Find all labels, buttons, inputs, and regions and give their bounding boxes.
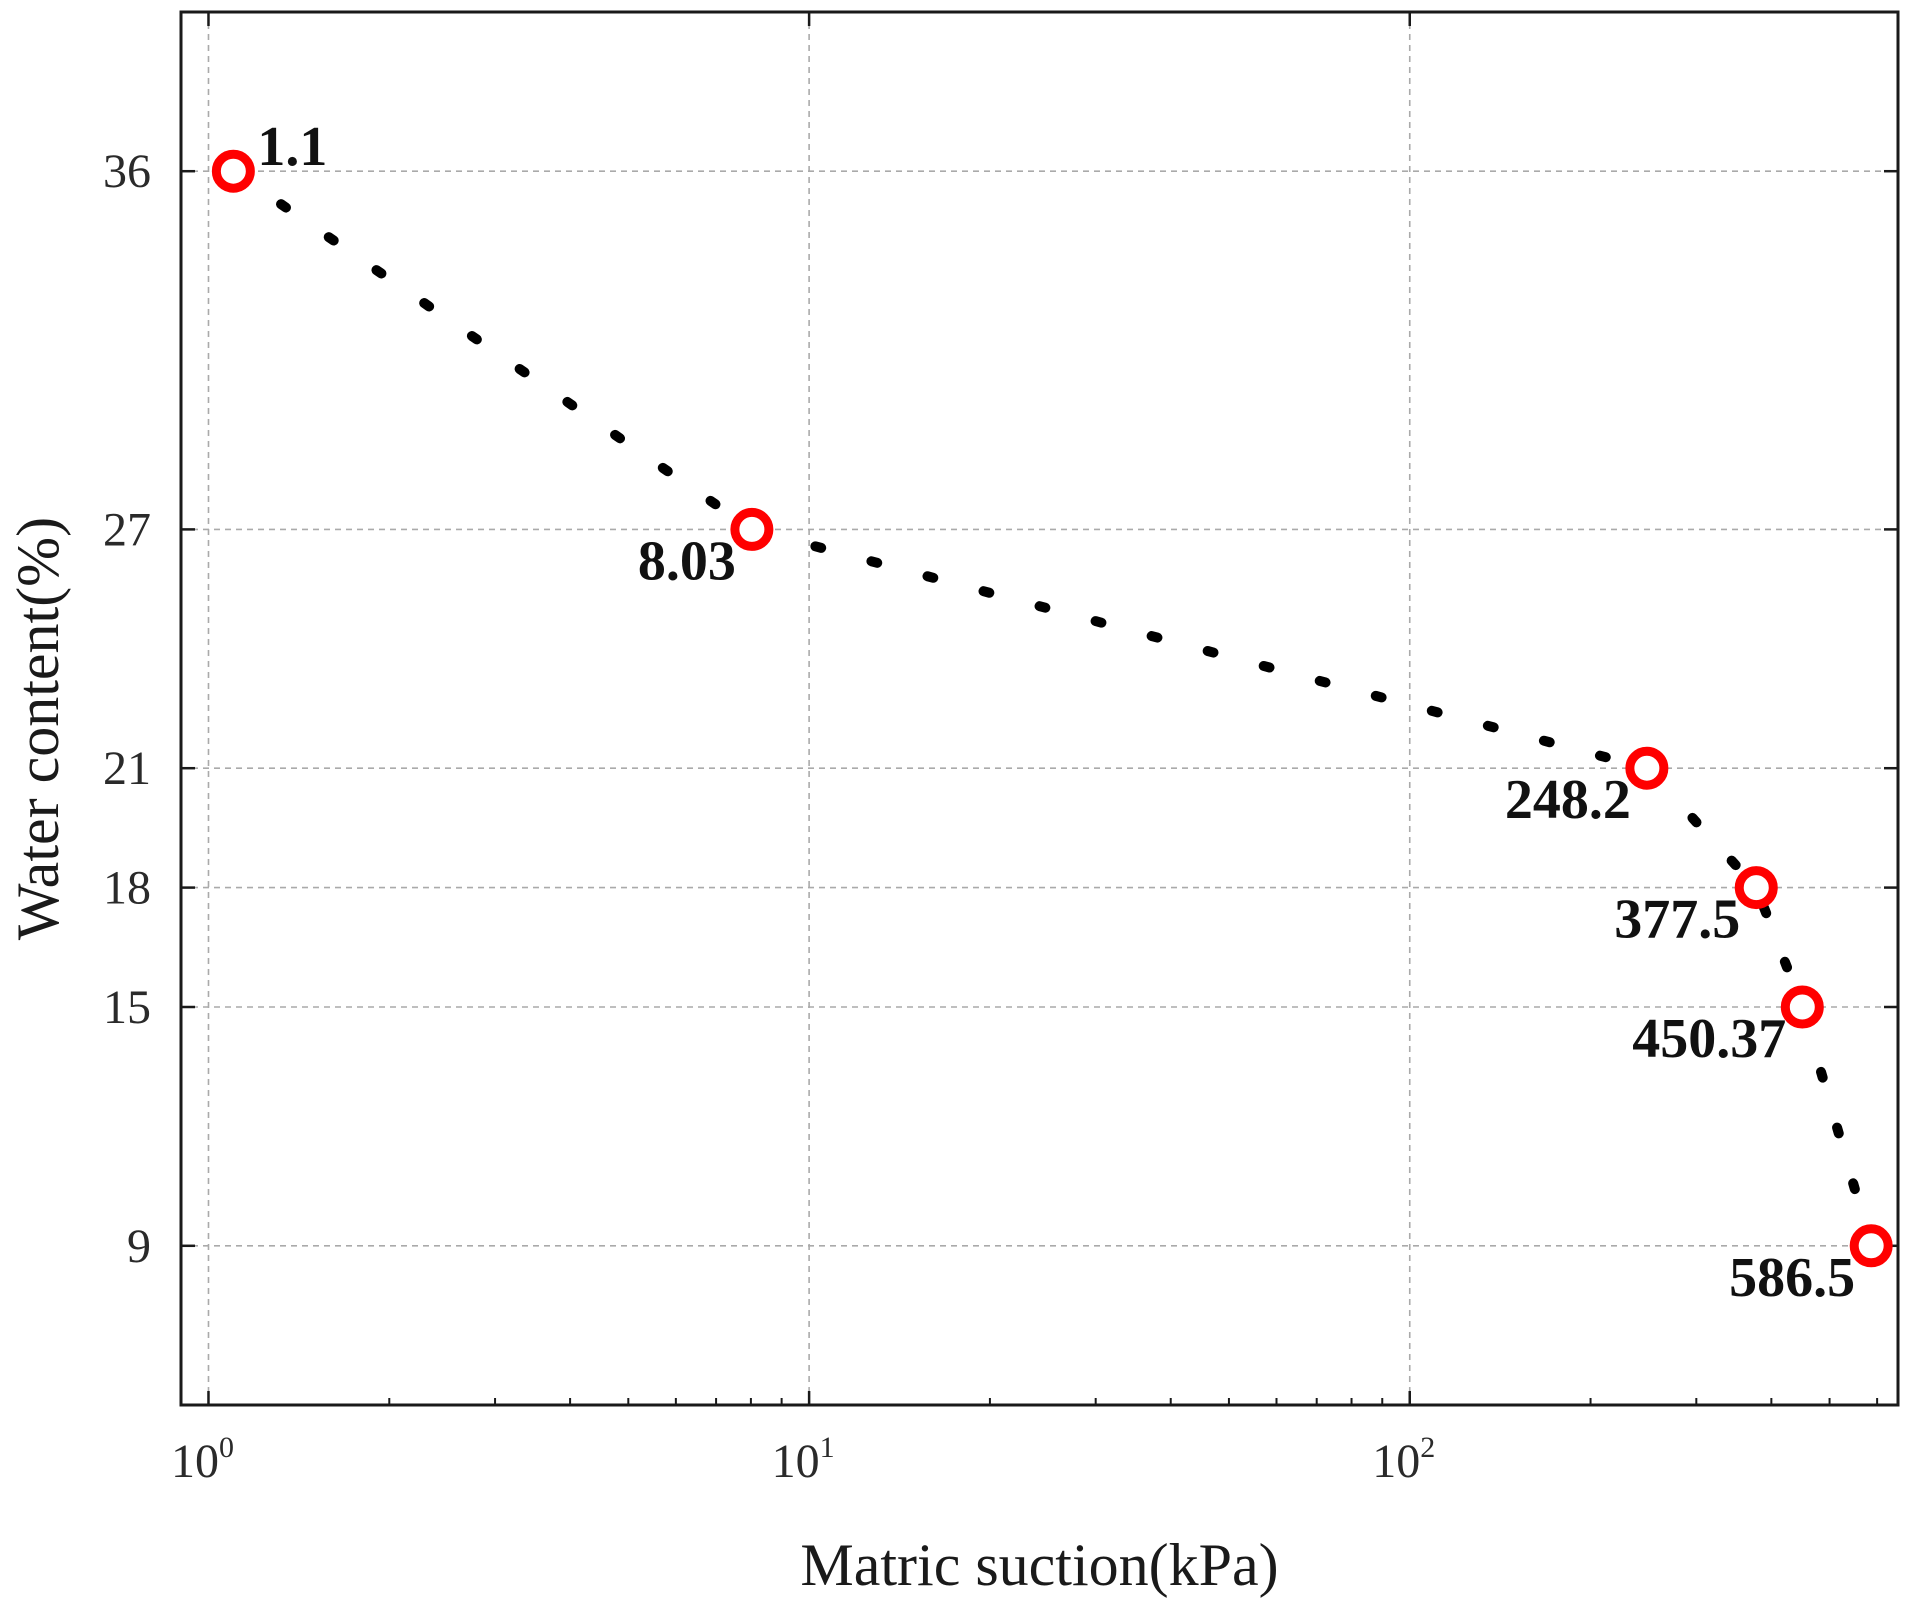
data-label: 1.1 xyxy=(257,116,327,178)
x-tick-label: 101 xyxy=(772,1431,835,1488)
data-point xyxy=(1625,746,1669,790)
y-tick-label: 21 xyxy=(103,742,151,795)
x-axis-title: Matric suction(kPa) xyxy=(800,1532,1278,1598)
data-label: 450.37 xyxy=(1632,1008,1786,1070)
data-point xyxy=(1780,985,1824,1029)
y-tick-label: 36 xyxy=(103,145,151,198)
data-label: 377.5 xyxy=(1614,889,1740,951)
plot-frame xyxy=(179,10,1900,1407)
y-axis-title: Water content(%) xyxy=(5,517,71,940)
data-point xyxy=(730,507,774,551)
y-tick-label: 15 xyxy=(103,981,151,1034)
data-point xyxy=(1849,1224,1893,1268)
y-tick-label: 27 xyxy=(103,503,151,556)
data-label: 586.5 xyxy=(1729,1247,1855,1309)
y-tick-label: 9 xyxy=(127,1220,151,1273)
axis-ticks xyxy=(181,12,1898,1405)
x-tick-label: 102 xyxy=(1372,1431,1435,1488)
data-label: 8.03 xyxy=(638,530,736,592)
trend-path xyxy=(228,166,1877,1251)
grid xyxy=(181,12,1898,1405)
data-labels: 1.1 8.03 248.2 377.5 450.37 586.5 xyxy=(257,116,1855,1309)
trend-line xyxy=(228,166,1877,1251)
data-label: 248.2 xyxy=(1505,769,1631,831)
tick-labels: 9 15 18 21 27 36 100 101 102 xyxy=(103,145,1435,1488)
data-markers xyxy=(211,149,1893,1268)
data-point xyxy=(211,149,255,193)
data-point xyxy=(1734,866,1778,910)
y-tick-label: 18 xyxy=(103,862,151,915)
x-tick-label: 100 xyxy=(171,1431,234,1488)
